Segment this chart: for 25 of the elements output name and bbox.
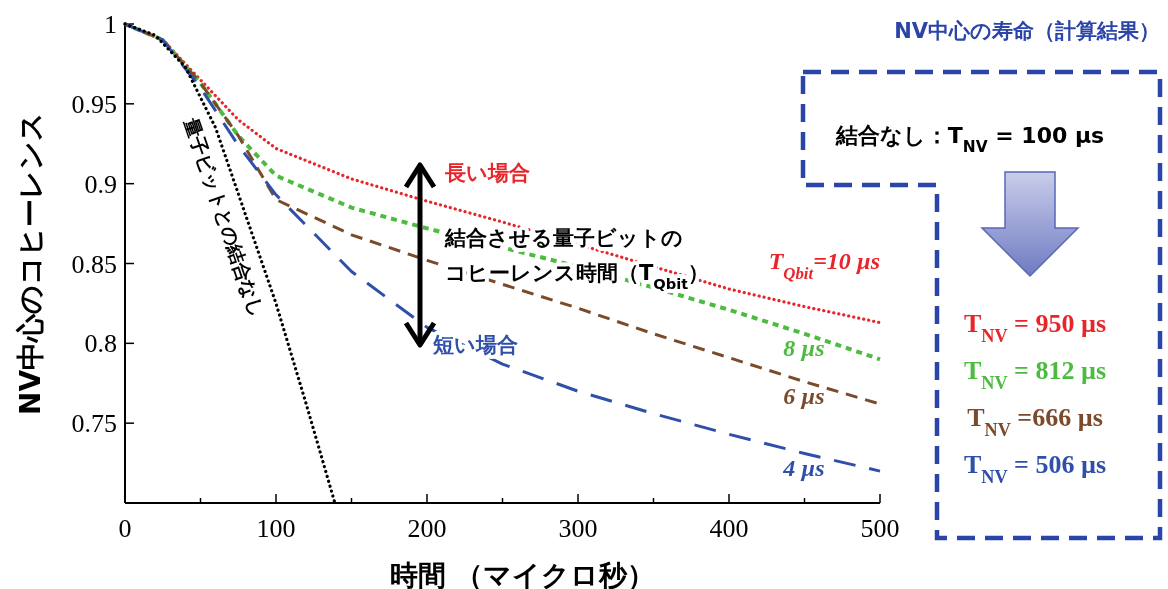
annotation: 長い場合 — [444, 161, 530, 185]
x-tick-label: 500 — [860, 514, 900, 543]
text: T$_{NV}$ = 812 µs — [963, 356, 1107, 393]
y-axis-title: NV中心のコヒーレンス — [14, 111, 47, 416]
y-tick-label: 0.9 — [84, 169, 117, 199]
y-tick-label: 0.95 — [71, 89, 117, 119]
text: T$_{NV}$ = 950 µs — [963, 309, 1107, 346]
text: 量子ビットとの結合なし — [179, 113, 269, 320]
series-label: 4 µs — [782, 454, 825, 481]
text: T$_{NV}$ =666 µs — [967, 403, 1103, 440]
x-tick-label: 200 — [407, 514, 447, 543]
x-tick-label: 0 — [118, 514, 132, 543]
x-tick-label: 400 — [709, 514, 749, 543]
series-label: 6 µs — [783, 382, 825, 409]
y-tick-label: 1 — [104, 10, 117, 39]
annotation: 結合なし：T$_{NV}$ = 100 µs — [834, 123, 1105, 156]
y-tick-label: 0.8 — [84, 329, 117, 359]
x-tick-label: 100 — [256, 514, 296, 543]
series-label: T$_{Qbit}$=10 µs — [768, 247, 880, 283]
series-label: 8 µs — [783, 334, 825, 361]
text: NV中心の寿命（計算結果） — [894, 19, 1160, 43]
x-tick-label: 300 — [558, 514, 598, 543]
y-tick-label: 0.85 — [71, 249, 117, 279]
text: T$_{NV}$ = 506 µs — [963, 450, 1107, 487]
y-tick-label: 0.75 — [71, 409, 117, 439]
